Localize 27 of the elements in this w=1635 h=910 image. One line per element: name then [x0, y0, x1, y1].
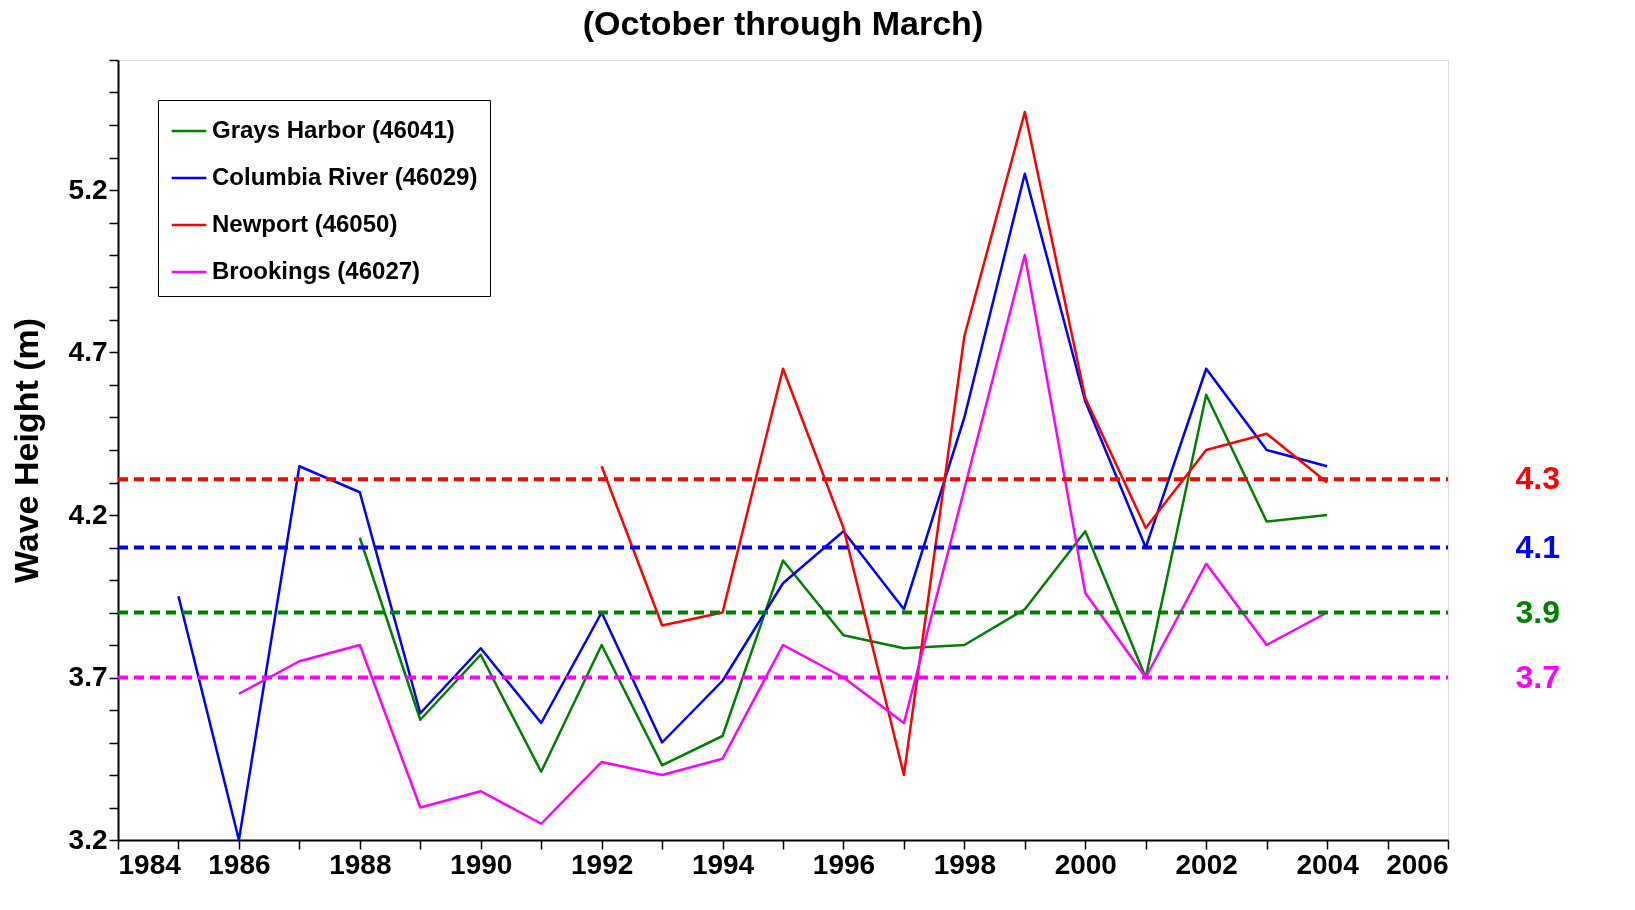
legend-label: Newport (46050): [212, 210, 398, 237]
legend-label: Brookings (46027): [212, 257, 421, 284]
y-axis-title: Wave Height (m): [6, 317, 45, 584]
x-tick-label: 2002: [1175, 848, 1238, 880]
ref-line-label: 3.9: [1515, 593, 1560, 630]
ref-line-label: 3.7: [1515, 658, 1560, 695]
x-tick-label: 1996: [812, 848, 876, 880]
ref-line-label: 4.3: [1515, 460, 1560, 497]
x-tick-label: 2004: [1296, 848, 1360, 880]
y-tick-label: 5.2: [68, 173, 108, 205]
legend-label: Grays Harbor (46041): [212, 116, 455, 143]
x-tick-label: 1990: [450, 848, 513, 880]
x-tick-label: 1994: [691, 848, 755, 880]
x-tick-label: 2006: [1386, 848, 1449, 880]
x-tick-label: 2000: [1054, 848, 1117, 880]
x-tick-label: 1984: [118, 848, 182, 880]
x-tick-label: 1998: [933, 848, 997, 880]
y-tick-label: 4.2: [68, 498, 108, 530]
ref-line-label: 4.1: [1515, 528, 1560, 565]
x-tick-label: 1986: [208, 848, 271, 880]
y-tick-label: 4.7: [68, 336, 108, 367]
x-tick-label: 1992: [570, 848, 634, 880]
y-tick-label: 3.2: [68, 823, 108, 855]
legend-label: Columbia River (46029): [212, 163, 478, 190]
y-tick-label: 3.7: [68, 661, 108, 692]
x-tick-label: 1988: [329, 848, 392, 880]
chart-title: (October through March): [582, 4, 984, 42]
